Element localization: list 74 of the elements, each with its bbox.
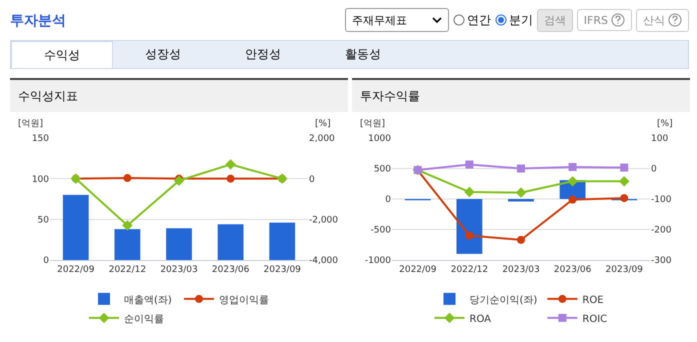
point (619, 176, 630, 187)
text: IFRS (576, 9, 632, 31)
x-tick-label: 2022/09 (57, 264, 95, 275)
y2-tick-label: -2,000 (309, 215, 338, 226)
legend-label: 순이익률 (124, 314, 164, 325)
point (225, 159, 236, 170)
point (464, 186, 475, 198)
y-tick-label: 0 (385, 195, 392, 206)
legend-label: ROIC (582, 314, 608, 325)
text: 활동성 (344, 46, 382, 63)
y-tick-label: 0 (43, 256, 50, 266)
y-tick-label: 100 (32, 174, 50, 185)
y2-axis-title: [%] (315, 119, 331, 129)
bar (114, 229, 140, 260)
x-tick-label: 2022/12 (108, 264, 146, 275)
chart-title: 투자수익률 (352, 80, 690, 112)
text: 검색 (536, 8, 573, 32)
y-tick-label: 500 (374, 164, 392, 175)
point (226, 174, 235, 183)
point (517, 236, 525, 244)
x-tick-label: 2023/09 (264, 264, 302, 275)
bar (166, 228, 192, 260)
text: 분기 (508, 12, 533, 28)
x-tick-label: 2023/06 (554, 264, 592, 275)
y-tick-label: -1000 (364, 256, 392, 266)
y-tick-label: -500 (370, 226, 392, 236)
x-tick-label: 2022/12 (450, 264, 488, 275)
y2-tick-label: 100 (651, 134, 668, 144)
point (465, 160, 474, 169)
text: 수익성 (11, 41, 113, 68)
point (620, 194, 628, 202)
y2-tick-label: -300 (651, 256, 672, 266)
y2-tick-label: -100 (651, 195, 672, 206)
text: 주재무제표 (352, 12, 407, 28)
text: 산식 (636, 8, 689, 32)
point (620, 164, 628, 172)
legend-label: 매출액(좌) (124, 294, 172, 306)
point (567, 176, 578, 187)
y2-tick-label: 0 (309, 174, 315, 185)
point (465, 232, 474, 240)
legend-label: ROA (470, 314, 492, 325)
y-axis-title: [억원] (360, 119, 386, 129)
text: 성장성 (144, 46, 182, 63)
point (123, 174, 132, 182)
y2-axis-title: [%] (657, 119, 673, 129)
y2-tick-label: 2,000 (309, 134, 336, 144)
legend-label: 영업이익률 (219, 294, 269, 306)
point (517, 164, 525, 172)
point (568, 196, 577, 204)
legend-label: 당기순이익(좌) (470, 294, 538, 306)
point (122, 220, 133, 231)
point (516, 187, 526, 198)
y-tick-label: 50 (38, 215, 50, 226)
x-tick-label: 2023/09 (606, 264, 644, 275)
y-axis-title: [억원] (18, 119, 44, 129)
x-tick-label: 2022/09 (399, 264, 437, 275)
point (568, 162, 577, 171)
y-tick-label: 150 (32, 134, 50, 144)
point (174, 176, 184, 186)
legend-label: ROE (582, 294, 604, 306)
x-tick-label: 2023/06 (212, 264, 250, 275)
chart-title: 수익성지표 (10, 80, 348, 112)
bar (218, 224, 244, 260)
x-tick-label: 2023/03 (160, 264, 198, 275)
y2-tick-label: -200 (651, 226, 672, 236)
text: 안정성 (244, 46, 282, 63)
text: 연간 (466, 12, 491, 28)
y-tick-label: 1000 (368, 134, 392, 144)
y2-tick-label: -4,000 (309, 256, 338, 266)
text: 투자분석 (10, 12, 66, 30)
bar (62, 194, 89, 260)
x-tick-label: 2023/03 (502, 264, 540, 275)
bar (269, 222, 296, 260)
y2-tick-label: 0 (651, 164, 657, 175)
